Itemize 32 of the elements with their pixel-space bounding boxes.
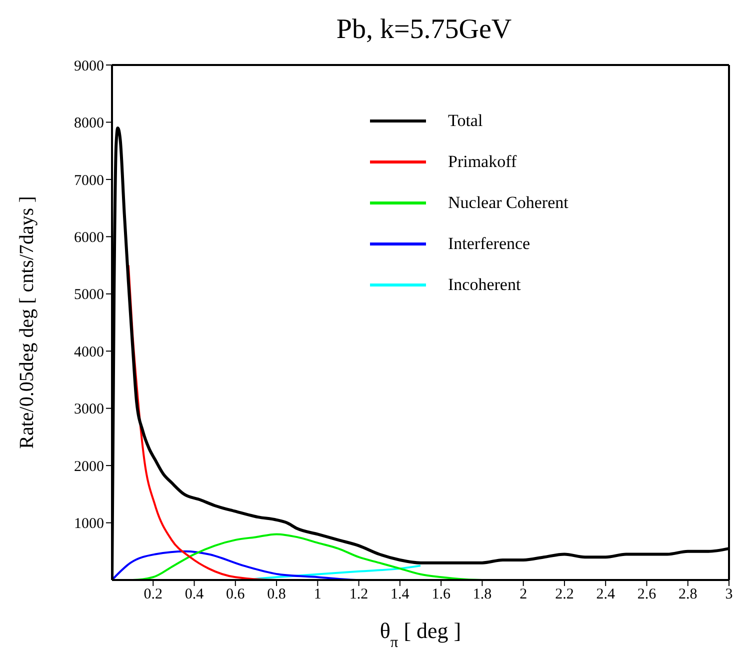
x-tick-label: 2.8 <box>678 586 698 603</box>
legend-label: Interference <box>448 234 530 254</box>
y-tick-label: 7000 <box>74 172 104 189</box>
x-tick-label: 0.6 <box>226 586 246 603</box>
x-tick-label: 3 <box>725 586 733 603</box>
y-tick-label: 5000 <box>74 287 104 304</box>
x-tick-label: 1.2 <box>349 586 368 603</box>
x-tick-label: 1 <box>314 586 322 603</box>
y-tick-label: 6000 <box>74 230 104 246</box>
legend-label: Nuclear Coherent <box>448 192 568 212</box>
y-tick-label: 1000 <box>74 516 104 532</box>
chart-title: Pb, k=5.75GeV <box>335 13 513 47</box>
y-tick-label: 2000 <box>74 458 104 475</box>
legend-label: Incoherent <box>448 274 521 294</box>
y-tick-label: 9000 <box>74 58 104 74</box>
x-tick-label: 1.4 <box>390 586 410 603</box>
legend-label: Primakoff <box>448 152 517 172</box>
x-tick-label: 2.4 <box>596 586 616 603</box>
x-tick-label: 2 <box>520 586 528 603</box>
x-tick-label: 2.2 <box>555 586 574 603</box>
y-axis-title: Rate/0.05deg deg [ cnts/7days ] <box>16 196 38 449</box>
y-tick-label: 4000 <box>74 344 104 360</box>
x-axis-title: θ$_{π}$ [ deg ] <box>380 618 462 650</box>
x-tick-label: 0.4 <box>184 586 204 603</box>
x-tick-label: 1.6 <box>432 586 451 603</box>
x-tick-label: 0.2 <box>144 586 163 603</box>
y-tick-label: 3000 <box>74 402 104 418</box>
x-tick-label: 1.8 <box>472 586 492 603</box>
y-tick-label: 8000 <box>74 116 104 132</box>
legend-label: Total <box>448 110 483 130</box>
x-tick-label: 0.8 <box>267 586 286 603</box>
x-tick-label: 2.6 <box>637 586 657 603</box>
